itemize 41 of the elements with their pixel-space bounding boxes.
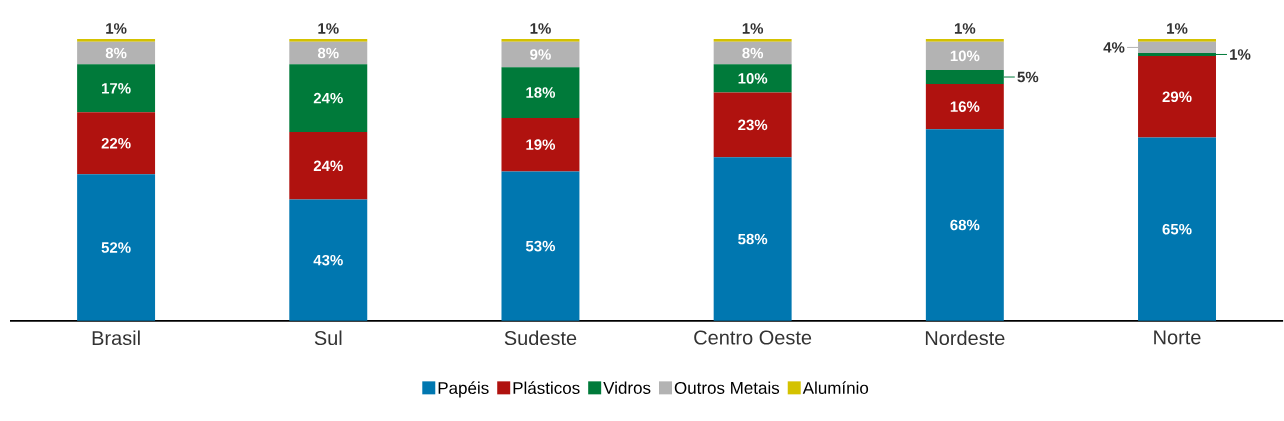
data-label: 16%: [950, 101, 980, 113]
x-tick-label: Norte: [1154, 330, 1201, 345]
data-label: 10%: [738, 73, 768, 84]
x-tick-label: Sudeste: [504, 330, 577, 346]
data-label: 1%: [1167, 23, 1188, 34]
data-label: 9%: [530, 49, 551, 60]
data-label: 1%: [318, 23, 339, 34]
data-label: 5%: [1017, 71, 1039, 83]
data-label: 43%: [313, 255, 343, 266]
data-label: 29%: [1162, 91, 1192, 103]
legend-label: Plásticos: [513, 381, 580, 395]
data-label: 1%: [530, 23, 551, 34]
data-label: 24%: [313, 160, 343, 172]
data-label: 52%: [101, 242, 131, 253]
data-label: 22%: [101, 138, 131, 149]
x-tick-label: Brasil: [92, 330, 140, 346]
data-label: 19%: [526, 139, 556, 151]
data-label: 58%: [738, 233, 768, 245]
data-label: 8%: [742, 47, 764, 59]
legend-label: Outros Metais: [674, 381, 780, 395]
data-label: 68%: [950, 219, 980, 231]
x-tick-label: Nordeste: [925, 330, 1005, 346]
data-label: 53%: [525, 240, 556, 252]
data-label: 1%: [106, 23, 127, 34]
data-label: 8%: [105, 47, 127, 59]
legend-label: Alumínio: [802, 381, 869, 395]
data-label: 17%: [102, 83, 131, 94]
legend-label: Vidros: [603, 381, 651, 395]
data-label: 24%: [313, 93, 343, 104]
data-label: 18%: [526, 87, 556, 98]
x-tick-label: Sul: [314, 330, 342, 346]
data-label: 4%: [1103, 42, 1125, 53]
legend-label: Papéis: [438, 381, 489, 398]
data-label: 23%: [738, 119, 768, 131]
data-label: 10%: [950, 50, 980, 62]
data-label: 8%: [317, 47, 339, 59]
data-label: 65%: [1162, 224, 1192, 235]
data-label: 1%: [1230, 49, 1251, 60]
data-label: 1%: [954, 23, 976, 34]
x-tick-label: Centro Oeste: [694, 330, 812, 345]
data-label: 1%: [742, 23, 764, 34]
